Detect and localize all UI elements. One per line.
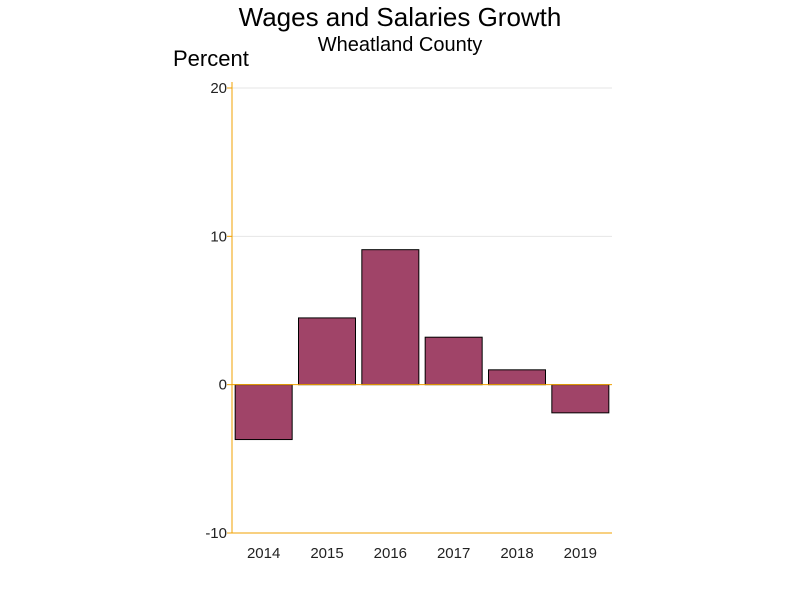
bar-2014 [234,384,293,441]
x-tick-label: 2019 [564,545,597,562]
x-tick-label: 2015 [310,545,343,562]
y-tick-label: 10 [210,228,227,245]
y-tick-label: 20 [210,80,227,97]
chart-subtitle: Wheatland County [317,34,483,56]
x-tick-label: 2018 [500,545,533,562]
bar-2015 [298,317,356,386]
x-tick-label: 2014 [247,545,280,562]
bar-2018 [488,369,546,386]
bar-2019 [551,384,610,414]
y-tick-label: 0 [219,377,227,394]
bar-2017 [424,336,483,386]
x-tick-label: 2017 [437,545,470,562]
y-tick-label: -10 [205,525,227,542]
chart-title: Wages and Salaries Growth [238,2,562,32]
y-axis-label: Percent [173,46,249,71]
bar-2016 [361,249,420,386]
x-tick-label: 2016 [374,545,407,562]
